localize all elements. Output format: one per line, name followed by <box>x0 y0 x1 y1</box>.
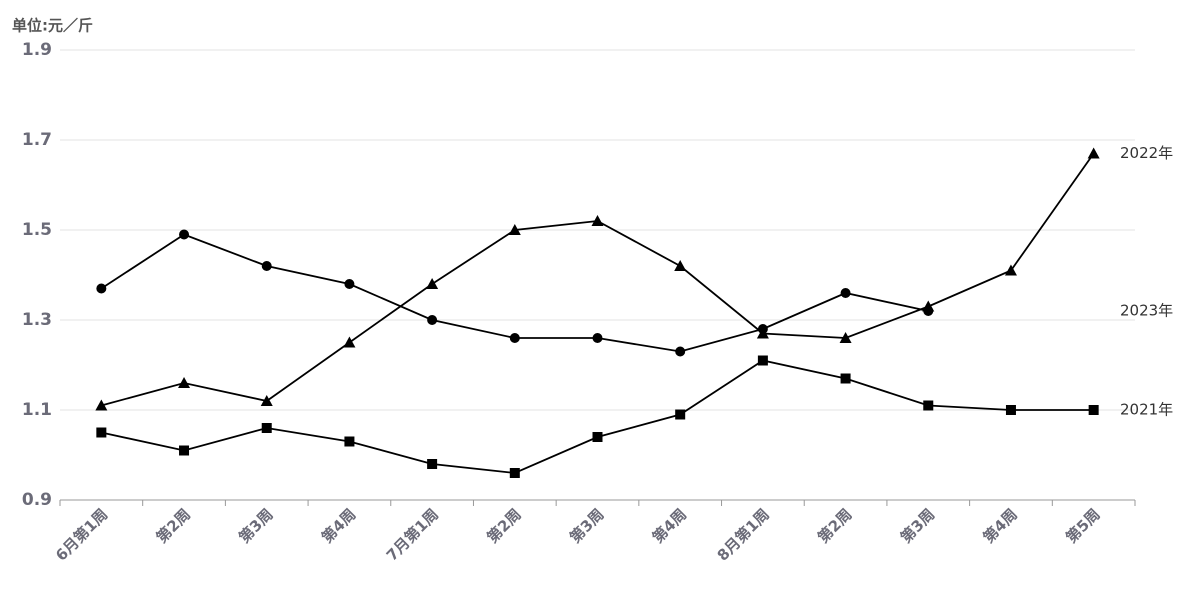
y-tick-label: 1.7 <box>22 130 52 150</box>
y-tick-label: 1.9 <box>22 40 52 60</box>
point <box>923 306 934 316</box>
point <box>179 229 190 240</box>
point <box>839 332 852 343</box>
series-label: 2022年 <box>1120 144 1173 162</box>
series-label: 2021年 <box>1120 401 1173 419</box>
point <box>261 261 272 271</box>
series-line <box>101 152 1095 407</box>
point <box>261 423 272 433</box>
point <box>923 400 934 411</box>
x-tick-label: 第3周 <box>897 505 938 546</box>
point <box>260 395 273 406</box>
point <box>1004 264 1017 276</box>
y-tick-label: 1.3 <box>22 310 52 330</box>
point <box>840 288 851 298</box>
y-axis-label: 单位:元／斤 <box>12 17 93 35</box>
point <box>178 377 191 388</box>
series-line <box>101 359 1094 474</box>
point <box>179 445 190 456</box>
y-tick-label: 1.1 <box>22 400 52 420</box>
point <box>427 315 438 325</box>
point <box>591 215 604 226</box>
x-tick-label: 8月第1周 <box>714 505 773 564</box>
x-tick-label: 第4周 <box>318 505 359 546</box>
point <box>426 278 439 289</box>
y-tick-label: 0.9 <box>22 490 52 510</box>
point <box>757 324 768 334</box>
point <box>592 333 603 343</box>
point <box>96 283 107 294</box>
point <box>674 260 687 271</box>
x-tick-label: 6月第1周 <box>52 505 111 564</box>
point <box>508 224 521 235</box>
point <box>344 279 355 289</box>
x-tick-label: 第4周 <box>980 505 1021 546</box>
x-tick-label: 第5周 <box>1062 505 1103 546</box>
point <box>95 399 108 411</box>
x-tick-label: 第4周 <box>649 505 690 546</box>
point <box>509 333 520 343</box>
point <box>675 409 686 420</box>
point <box>675 346 686 357</box>
point <box>344 436 355 447</box>
point <box>427 459 438 469</box>
x-tick-label: 第2周 <box>153 505 194 546</box>
point <box>96 427 107 438</box>
y-tick-label: 1.5 <box>22 220 52 240</box>
series-label: 2023年 <box>1120 302 1173 320</box>
x-tick-label: 第3周 <box>566 505 607 546</box>
point <box>1005 405 1016 415</box>
point <box>1088 405 1099 415</box>
point <box>592 432 603 442</box>
x-tick-label: 7月第1周 <box>383 505 442 564</box>
point <box>343 336 356 348</box>
x-tick-label: 第3周 <box>235 505 276 546</box>
point <box>509 468 520 478</box>
point <box>757 355 768 366</box>
x-tick-label: 第2周 <box>483 505 524 546</box>
point <box>1087 147 1100 159</box>
x-tick-label: 第2周 <box>814 505 855 546</box>
point <box>840 373 851 384</box>
